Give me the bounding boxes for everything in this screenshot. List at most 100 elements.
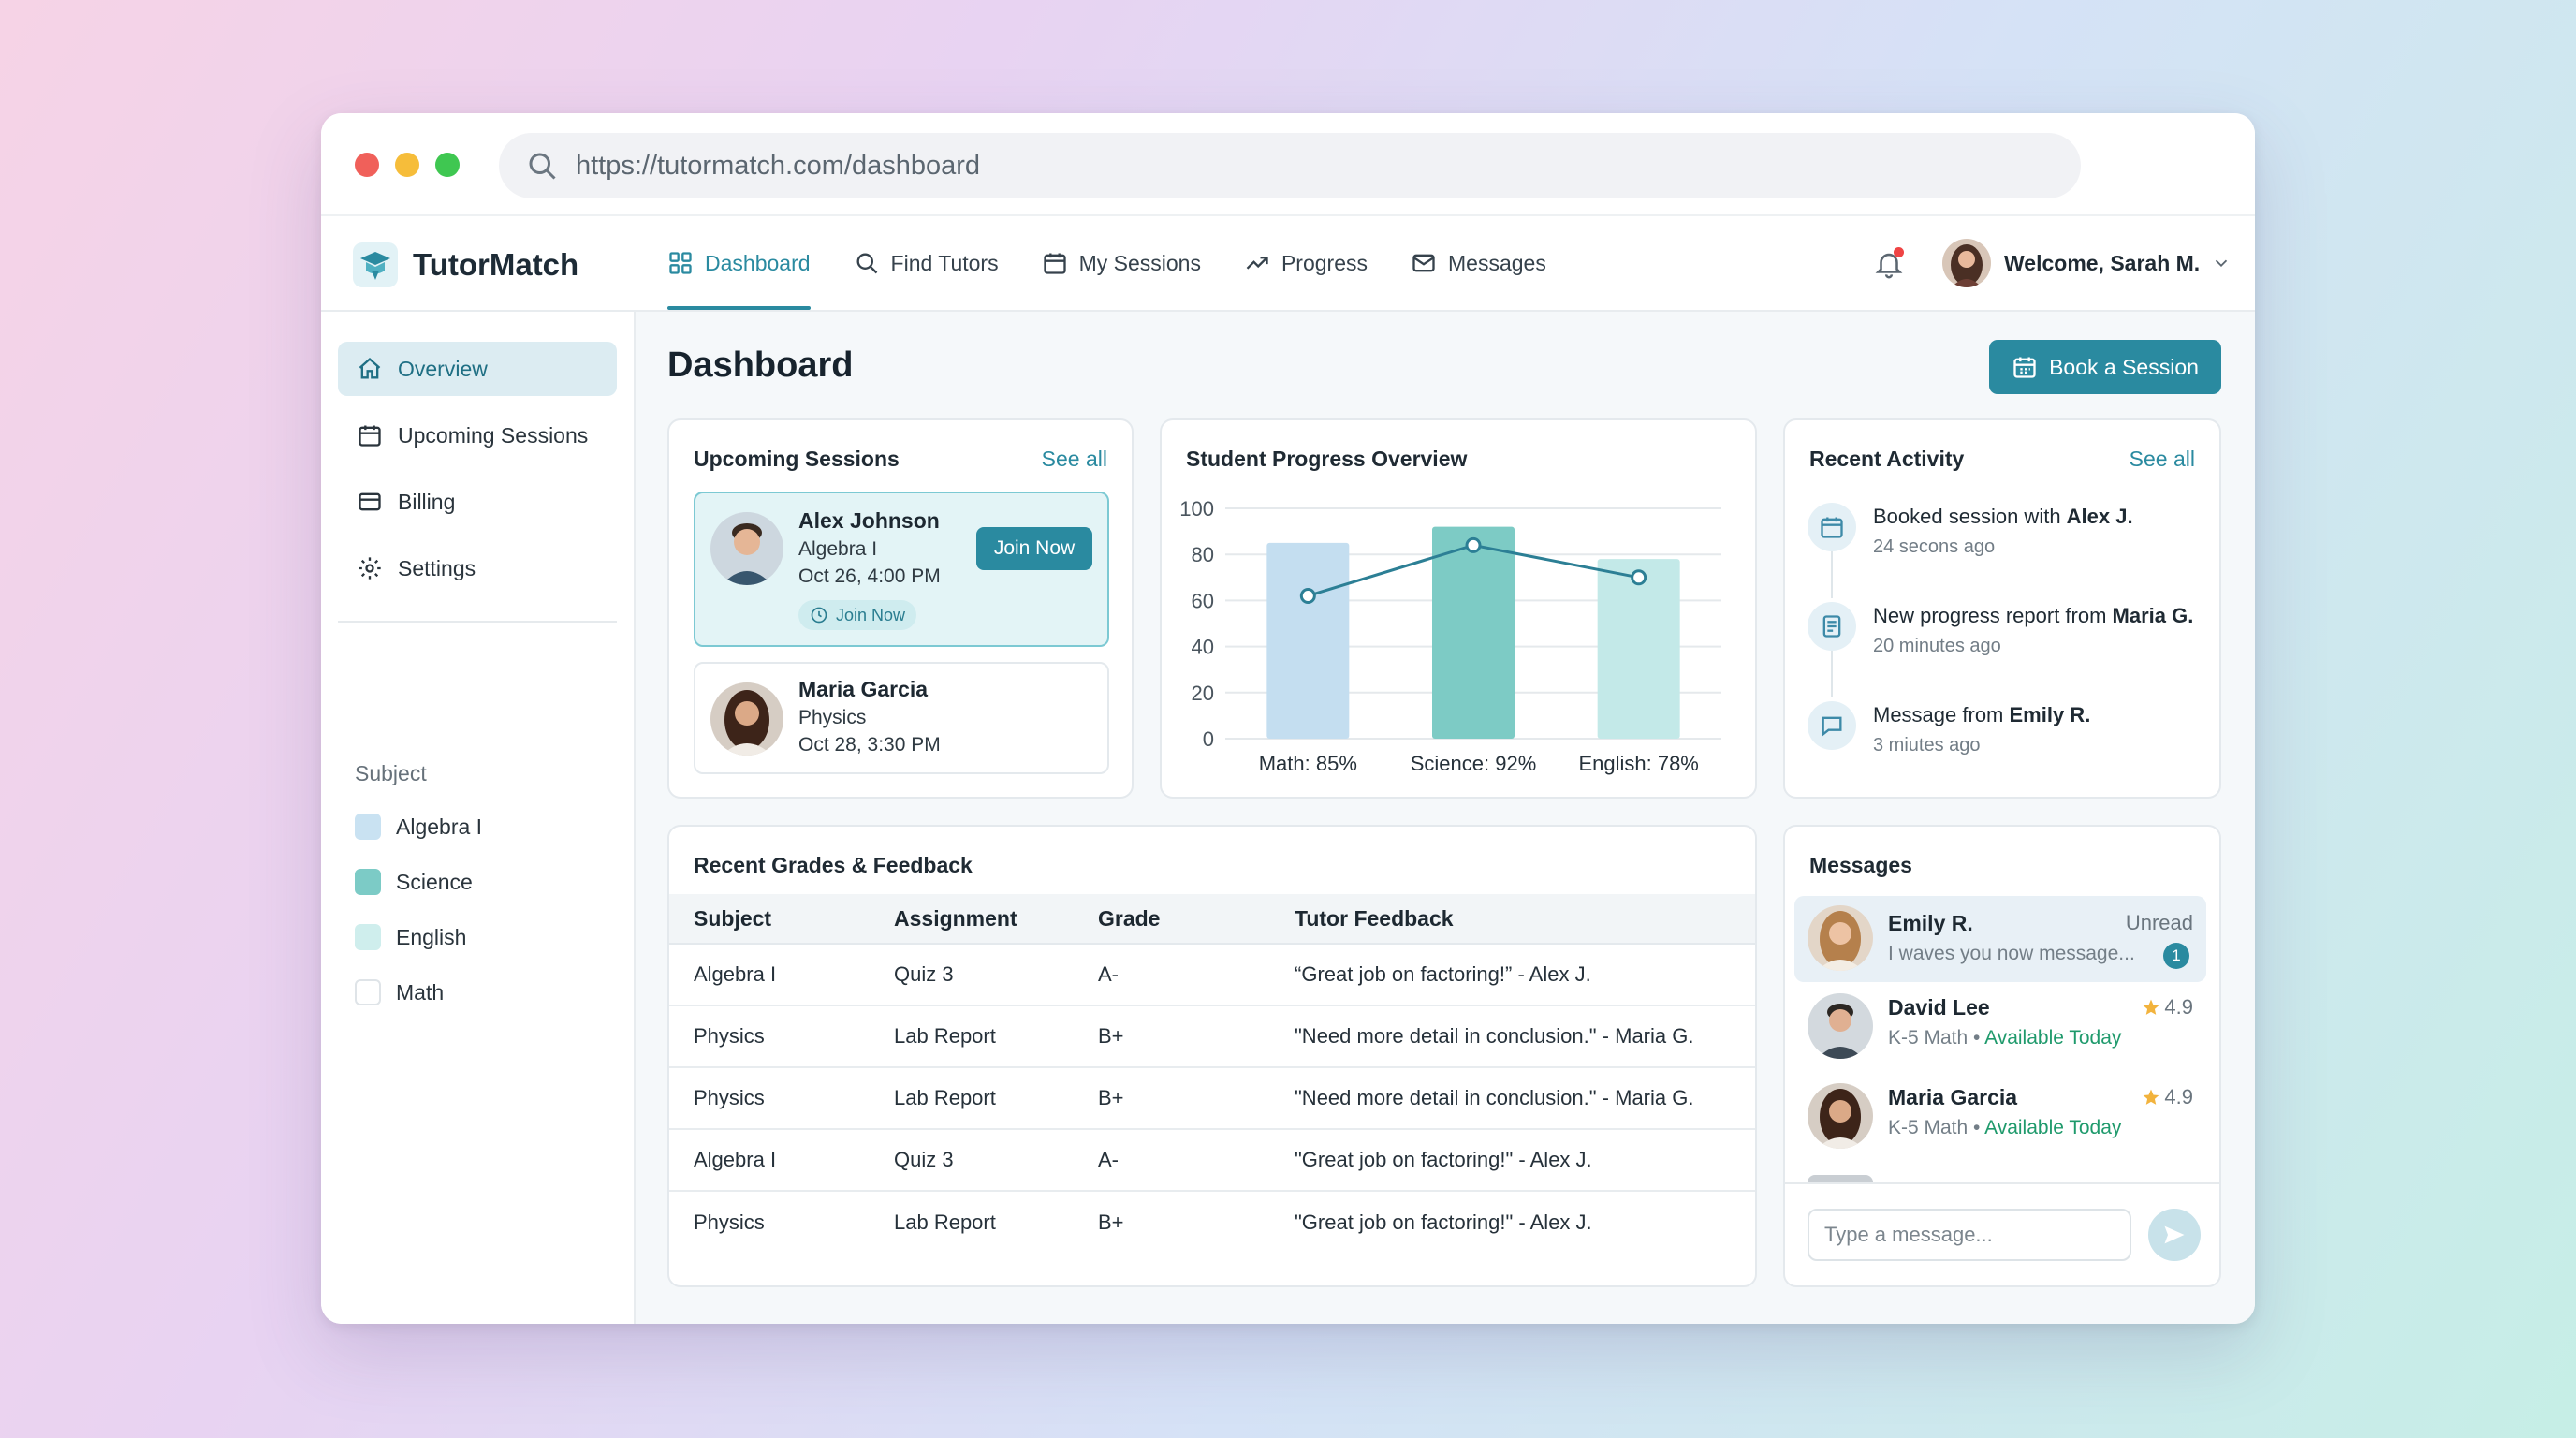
subject-cell: Physics	[694, 1086, 765, 1109]
mail-icon	[1412, 254, 1435, 272]
contact-rating: 4.9	[2142, 995, 2193, 1020]
contact-avatar	[1808, 1083, 1873, 1149]
message-thread[interactable]: Emily R. I waves you now message... Unre…	[1794, 896, 2206, 982]
subject-filter-algebra[interactable]: Algebra I	[355, 814, 482, 840]
bell-icon	[1875, 253, 1903, 279]
contact-name: Emily R.	[1888, 911, 1973, 935]
sidebar-item-label: Upcoming Sessions	[398, 422, 589, 448]
gear-icon	[359, 557, 381, 580]
subject-filter-science[interactable]: Science	[355, 869, 473, 895]
table-header: Subject Assignment Grade Tutor Feedback	[669, 894, 1755, 945]
sidebar-item-upcoming-sessions[interactable]: Upcoming Sessions	[338, 408, 617, 462]
send-icon	[2164, 1225, 2185, 1244]
activity-text: Booked session with Alex J.	[1873, 505, 2133, 528]
nav-progress[interactable]: Progress	[1244, 216, 1368, 310]
message-input[interactable]	[1824, 1223, 2130, 1247]
see-all-activity-link[interactable]: See all	[2129, 447, 2195, 471]
card-title: Recent Grades & Feedback	[694, 853, 973, 877]
sidebar: Overview Upcoming Sessions Billing Setti…	[321, 312, 636, 1324]
table-row[interactable]: Physics Lab Report B+ "Need more detail …	[669, 1068, 1755, 1130]
nav-dashboard[interactable]: Dashboard	[667, 216, 811, 310]
table-row[interactable]: Physics Lab Report B+ "Great job on fact…	[669, 1192, 1755, 1254]
calendar-icon	[2013, 357, 2036, 378]
table-row[interactable]: Physics Lab Report B+ "Need more detail …	[669, 1006, 1755, 1068]
table-row[interactable]: Algebra I Quiz 3 A- "Great job on factor…	[669, 1130, 1755, 1192]
table-row[interactable]: Algebra I Quiz 3 A- “Great job on factor…	[669, 945, 1755, 1006]
book-session-button[interactable]: Book a Session	[1989, 340, 2221, 394]
grade-cell: B+	[1098, 1024, 1124, 1048]
assignment-cell: Lab Report	[894, 1024, 996, 1048]
session-card[interactable]: Maria Garcia Physics Oct 28, 3:30 PM	[694, 662, 1109, 774]
activity-text: Message from Emily R.	[1873, 703, 2091, 726]
grade-cell: A-	[1098, 1148, 1119, 1171]
page-title: Dashboard	[667, 345, 854, 385]
trend-icon	[1246, 257, 1268, 270]
contact-name: David Lee	[1888, 995, 1990, 1020]
bar	[1432, 526, 1515, 739]
sidebar-item-settings[interactable]: Settings	[338, 541, 617, 595]
sidebar-item-label: Billing	[398, 489, 456, 514]
minimize-window-button[interactable]	[395, 153, 419, 177]
contact-details: K-5 Math • Available Today	[1888, 1027, 2122, 1049]
address-bar-url: https://tutormatch.com/dashboard	[576, 150, 980, 181]
contact-avatar	[1808, 905, 1873, 971]
sidebar-item-billing[interactable]: Billing	[338, 475, 617, 529]
subject-cell: Physics	[694, 1024, 765, 1048]
maximize-window-button[interactable]	[435, 153, 460, 177]
subject-swatch	[355, 869, 381, 895]
close-window-button[interactable]	[355, 153, 379, 177]
session-status-text: Join Now	[836, 605, 906, 624]
subject-filter-math[interactable]: Math	[355, 979, 444, 1005]
nav-messages[interactable]: Messages	[1411, 216, 1546, 310]
session-subject: Physics	[798, 707, 867, 728]
card-title: Upcoming Sessions	[694, 447, 900, 471]
address-bar[interactable]: https://tutormatch.com/dashboard	[499, 133, 2081, 198]
grade-cell: A-	[1098, 962, 1119, 986]
browser-window: https://tutormatch.com/dashboard TutorMa…	[321, 113, 2255, 1324]
app-logo[interactable]: TutorMatch	[353, 242, 578, 287]
main-nav: Dashboard Find Tutors My Sessions Progre…	[667, 216, 1589, 310]
y-tick-label: 20	[1192, 682, 1214, 705]
contact-avatar-partial	[1808, 1175, 1873, 1182]
activity-item[interactable]: Booked session with Alex J. 24 secons ag…	[1808, 503, 2133, 558]
grades-card: Recent Grades & Feedback Subject Assignm…	[667, 825, 1757, 1287]
sidebar-item-overview[interactable]: Overview	[338, 342, 617, 396]
nav-dashboard-label: Dashboard	[705, 250, 811, 275]
feedback-cell: "Great job on factoring!" - Alex J.	[1295, 1211, 1592, 1234]
tutor-avatar	[710, 512, 783, 585]
card-title: Student Progress Overview	[1186, 447, 1468, 471]
app-name: TutorMatch	[413, 247, 579, 282]
sidebar-item-label: Overview	[398, 356, 488, 381]
main-content: Dashboard Book a Session Upcoming Sessio…	[636, 312, 2255, 1324]
nav-progress-label: Progress	[1281, 250, 1368, 275]
activity-time: 24 secons ago	[1873, 536, 1996, 557]
messages-divider	[1785, 1182, 2219, 1184]
see-all-sessions-link[interactable]: See all	[1041, 447, 1107, 471]
y-tick-label: 40	[1192, 636, 1214, 659]
message-input-field[interactable]	[1808, 1209, 2131, 1261]
credit-card-icon	[359, 492, 381, 511]
join-now-button[interactable]: Join Now	[976, 527, 1092, 570]
nav-my-sessions[interactable]: My Sessions	[1042, 216, 1201, 310]
session-card[interactable]: Alex Johnson Algebra I Oct 26, 4:00 PM J…	[694, 492, 1109, 647]
notifications-button[interactable]	[1873, 247, 1905, 280]
nav-find-tutors[interactable]: Find Tutors	[854, 216, 999, 310]
message-thread[interactable]: Maria Garcia K-5 Math • Available Today …	[1794, 1074, 2206, 1160]
subject-label: English	[396, 924, 467, 949]
column-header: Grade	[1098, 905, 1161, 931]
message-thread[interactable]: David Lee K-5 Math • Available Today 4.9	[1794, 984, 2206, 1070]
assignment-cell: Lab Report	[894, 1086, 996, 1109]
unread-count-badge: 1	[2163, 943, 2189, 969]
send-button[interactable]	[2148, 1209, 2201, 1261]
activity-item[interactable]: New progress report from Maria G. 20 min…	[1808, 602, 2193, 657]
subject-swatch	[355, 814, 381, 840]
grid-icon	[669, 252, 692, 274]
sidebar-divider	[338, 621, 617, 623]
activity-text: New progress report from Maria G.	[1873, 604, 2194, 627]
home-icon	[359, 357, 381, 379]
column-header: Subject	[694, 905, 772, 931]
subject-filter-english[interactable]: English	[355, 924, 466, 950]
user-menu[interactable]: Welcome, Sarah M.	[1942, 239, 2232, 287]
activity-item[interactable]: Message from Emily R. 3 miutes ago	[1808, 701, 2090, 756]
assignment-cell: Lab Report	[894, 1211, 996, 1234]
